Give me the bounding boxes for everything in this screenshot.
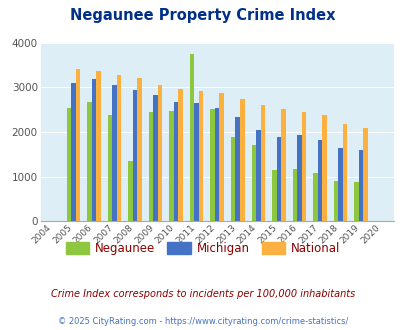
Bar xyxy=(178,89,183,221)
Bar xyxy=(137,78,141,221)
Bar xyxy=(235,117,239,221)
Bar xyxy=(153,95,158,221)
Bar xyxy=(219,93,224,221)
Bar xyxy=(169,111,173,221)
Bar xyxy=(194,104,198,221)
Bar xyxy=(321,115,326,221)
Bar xyxy=(132,90,137,221)
Bar xyxy=(256,130,260,221)
Bar xyxy=(107,115,112,221)
Bar xyxy=(251,145,256,221)
Bar xyxy=(317,140,321,221)
Bar xyxy=(198,91,203,221)
Bar xyxy=(117,75,121,221)
Bar xyxy=(292,169,296,221)
Bar xyxy=(173,102,178,221)
Bar xyxy=(312,173,317,221)
Bar xyxy=(260,105,264,221)
Bar xyxy=(96,71,100,221)
Text: Crime Index corresponds to incidents per 100,000 inhabitants: Crime Index corresponds to incidents per… xyxy=(51,289,354,299)
Bar xyxy=(296,135,301,221)
Bar xyxy=(87,102,92,221)
Bar xyxy=(239,99,244,221)
Bar xyxy=(75,69,80,221)
Bar xyxy=(353,182,358,221)
Bar xyxy=(92,79,96,221)
Bar xyxy=(301,112,305,221)
Bar xyxy=(66,108,71,221)
Bar xyxy=(149,112,153,221)
Bar xyxy=(71,83,75,221)
Bar xyxy=(362,128,367,221)
Bar xyxy=(271,170,276,221)
Text: © 2025 CityRating.com - https://www.cityrating.com/crime-statistics/: © 2025 CityRating.com - https://www.city… xyxy=(58,317,347,326)
Legend: Negaunee, Michigan, National: Negaunee, Michigan, National xyxy=(61,237,344,260)
Bar xyxy=(190,54,194,221)
Bar xyxy=(358,150,362,221)
Bar xyxy=(210,109,214,221)
Text: Negaunee Property Crime Index: Negaunee Property Crime Index xyxy=(70,8,335,23)
Bar xyxy=(342,124,346,221)
Bar xyxy=(230,137,235,221)
Bar xyxy=(337,148,342,221)
Bar xyxy=(280,109,285,221)
Bar xyxy=(112,85,117,221)
Bar xyxy=(333,182,337,221)
Bar xyxy=(214,108,219,221)
Bar xyxy=(158,85,162,221)
Bar xyxy=(128,161,132,221)
Bar xyxy=(276,137,280,221)
